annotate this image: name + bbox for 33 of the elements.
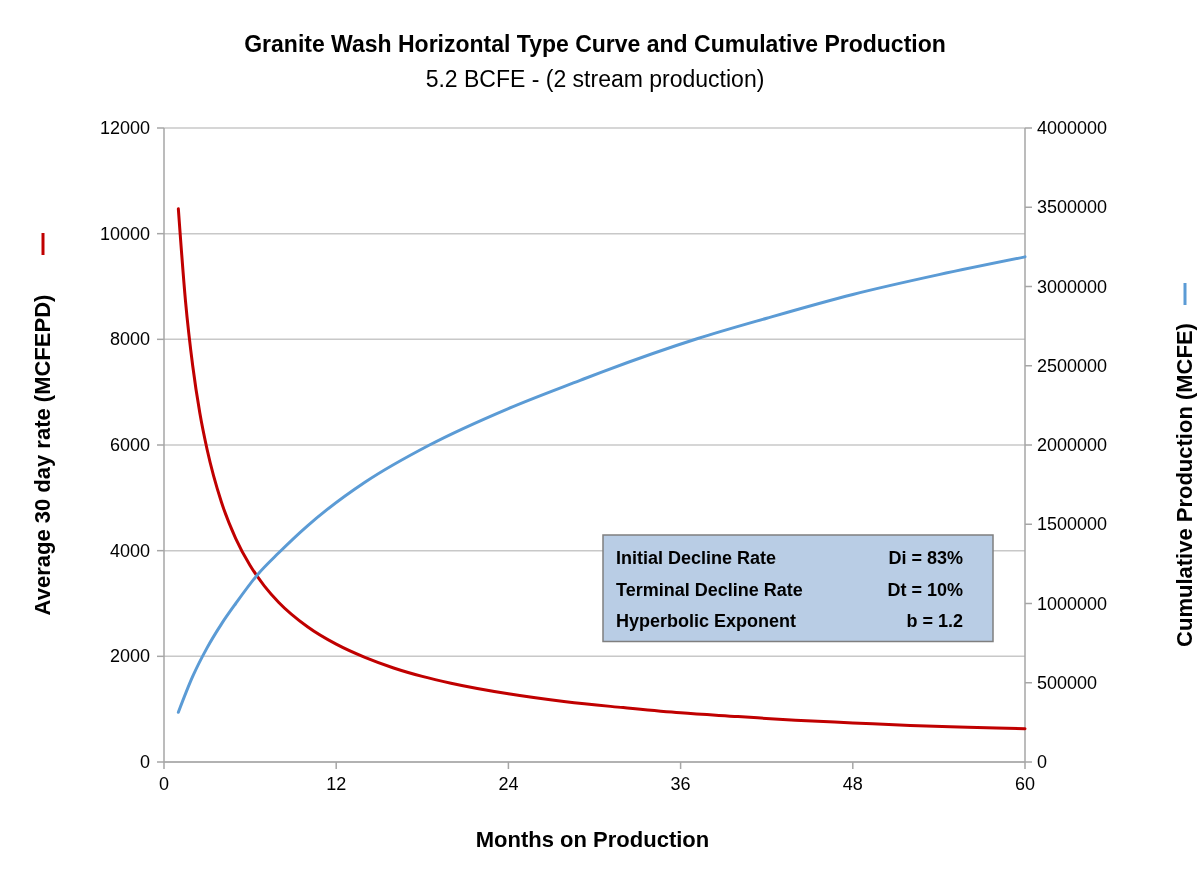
annotation: b = 1.2 [906,611,963,631]
y2-tick-label: 1500000 [1037,514,1108,535]
y-tick-label: 12000 [99,118,150,138]
x-tick-label: 12 [326,774,347,794]
y2-tick-label: 500000 [1037,672,1098,693]
x-axis-title: Months on Production [475,827,710,852]
annotation: Dt = 10% [887,579,963,600]
y2-tick-label: 3500000 [1037,197,1108,218]
y2-tick-label: 2000000 [1037,435,1108,455]
y2-tick-label: 0 [1037,752,1048,772]
y2-tick-label: 3000000 [1037,276,1108,297]
x-tick-label: 36 [670,774,691,794]
annotation: Di = 83% [888,548,963,568]
chart-subtitle: 5.2 BCFE - (2 stream production) [425,66,765,92]
x-tick-label: 0 [158,774,170,794]
annotation: Terminal Decline Rate [616,579,803,600]
y2-tick-label: 2500000 [1037,355,1108,376]
x-tick-label: 24 [498,774,519,794]
y2-tick-label: 1000000 [1037,593,1108,614]
annotation: Hyperbolic Exponent [616,611,797,631]
x-tick-label: 48 [842,774,863,794]
y-tick-label: 6000 [109,435,150,455]
y-tick-label: 10000 [99,223,150,244]
y-tick-label: 2000 [109,646,150,667]
y-tick-label: 0 [139,752,150,772]
y2-tick-label: 4000000 [1037,118,1108,138]
chart-title: Granite Wash Horizontal Type Curve and Cumulative Production [244,31,946,57]
y2-axis-title: Cumulative Production (MCFE) [1172,323,1197,647]
y-axis-title: Average 30 day rate (MCFEPD) [30,294,55,616]
y-tick-label: 4000 [109,540,150,561]
y-tick-label: 8000 [109,329,150,350]
x-tick-label: 60 [1014,774,1036,794]
annotation: Initial Decline Rate [616,548,777,568]
